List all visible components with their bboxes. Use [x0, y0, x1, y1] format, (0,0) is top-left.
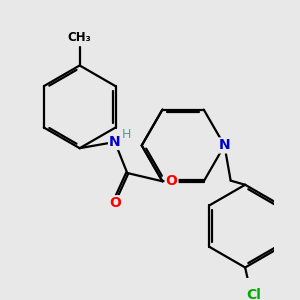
Text: CH₃: CH₃ — [68, 31, 92, 44]
Text: N: N — [109, 135, 121, 149]
Text: O: O — [166, 174, 177, 188]
Text: O: O — [109, 196, 121, 210]
Text: N: N — [219, 139, 230, 152]
Text: H: H — [122, 128, 131, 141]
Text: Cl: Cl — [246, 288, 261, 300]
